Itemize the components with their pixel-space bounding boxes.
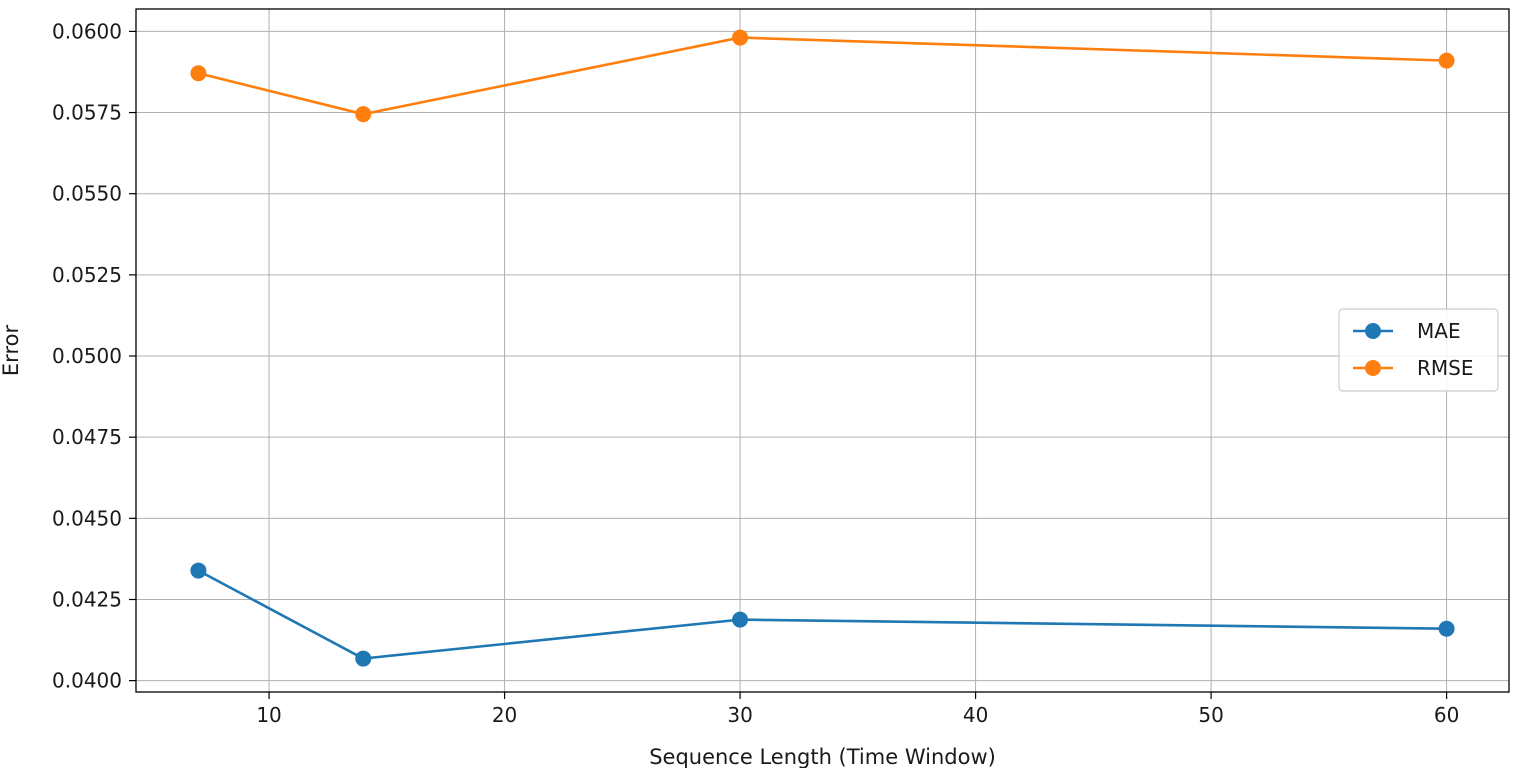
rmse-line bbox=[198, 36, 1447, 116]
y-axis-label: Error bbox=[0, 325, 23, 377]
legend-mae-marker bbox=[1365, 323, 1381, 339]
x-tick-label: 40 bbox=[963, 703, 988, 727]
y-tick-label: 0.0500 bbox=[52, 344, 122, 368]
legend-rmse-label: RMSE bbox=[1417, 356, 1473, 380]
x-tick-label: 50 bbox=[1198, 703, 1223, 727]
y-tick-label: 0.0525 bbox=[52, 263, 122, 287]
x-tick-label: 30 bbox=[727, 703, 752, 727]
mae-line bbox=[197, 569, 1447, 660]
y-tick-label: 0.0425 bbox=[52, 587, 122, 611]
rmse-point bbox=[732, 29, 749, 46]
rmse-point bbox=[355, 106, 372, 123]
mae-point bbox=[190, 562, 207, 579]
x-tick-label: 10 bbox=[256, 703, 281, 727]
legend-rmse-marker bbox=[1365, 360, 1381, 376]
y-tick-label: 0.0400 bbox=[52, 669, 122, 693]
plot-frame bbox=[135, 8, 1510, 693]
legend-mae-label: MAE bbox=[1417, 319, 1461, 343]
y-tick-label: 0.0450 bbox=[52, 506, 122, 530]
x-axis-ticks: 10 20 30 40 50 60 bbox=[256, 692, 1459, 727]
y-tick-label: 0.0550 bbox=[52, 182, 122, 206]
rmse-point bbox=[1438, 52, 1455, 69]
y-axis-ticks: 0.0400 0.0425 0.0450 0.0475 0.0500 0.0525 0.05… bbox=[52, 19, 136, 693]
y-tick-label: 0.0600 bbox=[52, 19, 122, 43]
x-tick-label: 60 bbox=[1434, 703, 1459, 727]
mae-point bbox=[1438, 620, 1455, 637]
series-layer bbox=[190, 29, 1455, 667]
y-tick-label: 0.0475 bbox=[52, 425, 122, 449]
legend: MAE RMSE bbox=[1338, 308, 1499, 392]
rmse-point bbox=[190, 65, 207, 82]
mae-point bbox=[732, 611, 749, 628]
x-axis-label: Sequence Length (Time Window) bbox=[649, 745, 996, 768]
x-tick-label: 20 bbox=[492, 703, 517, 727]
mae-point bbox=[355, 650, 372, 667]
y-tick-label: 0.0575 bbox=[52, 101, 122, 125]
